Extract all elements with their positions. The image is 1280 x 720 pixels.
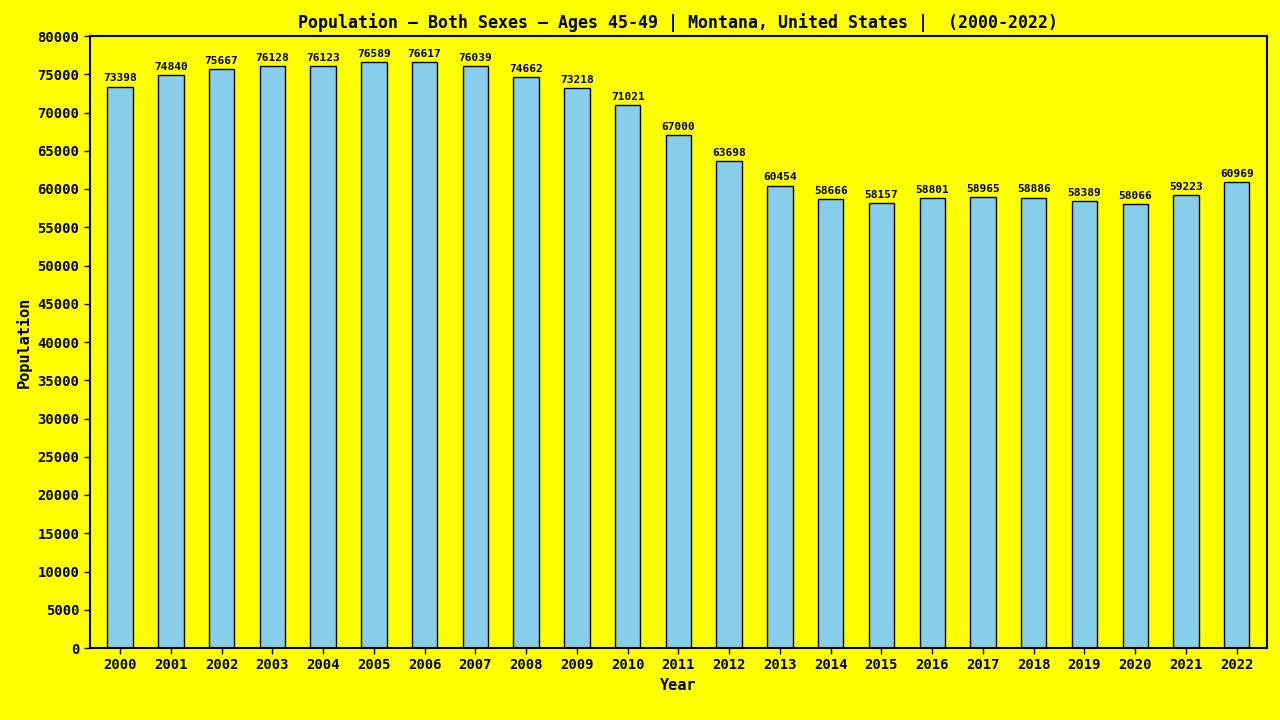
- Text: 75667: 75667: [205, 56, 238, 66]
- Bar: [767, 186, 792, 648]
- Text: 67000: 67000: [662, 122, 695, 132]
- Text: 60454: 60454: [763, 173, 796, 182]
- X-axis label: Year: Year: [660, 678, 696, 693]
- Bar: [1123, 204, 1148, 648]
- Text: 58066: 58066: [1119, 191, 1152, 201]
- Bar: [1071, 202, 1097, 648]
- Bar: [159, 76, 183, 648]
- Bar: [717, 161, 742, 648]
- Text: 71021: 71021: [611, 91, 645, 102]
- Text: 76589: 76589: [357, 49, 390, 59]
- Bar: [970, 197, 996, 648]
- Bar: [614, 104, 640, 648]
- Text: 73218: 73218: [561, 75, 594, 85]
- Text: 73398: 73398: [104, 73, 137, 84]
- Text: 58886: 58886: [1016, 184, 1051, 194]
- Bar: [666, 135, 691, 648]
- Text: 76123: 76123: [306, 53, 340, 63]
- Bar: [1174, 195, 1198, 648]
- Text: 58666: 58666: [814, 186, 847, 196]
- Bar: [209, 69, 234, 648]
- Bar: [462, 66, 488, 648]
- Text: 76128: 76128: [256, 53, 289, 63]
- Title: Population – Both Sexes – Ages 45-49 | Montana, United States |  (2000-2022): Population – Both Sexes – Ages 45-49 | M…: [298, 13, 1059, 32]
- Text: 58801: 58801: [915, 185, 948, 195]
- Bar: [919, 198, 945, 648]
- Text: 58389: 58389: [1068, 188, 1101, 198]
- Bar: [412, 62, 438, 648]
- Text: 58157: 58157: [864, 190, 899, 200]
- Text: 74662: 74662: [509, 64, 543, 73]
- Bar: [1021, 197, 1047, 648]
- Text: 58965: 58965: [966, 184, 1000, 194]
- Bar: [564, 88, 590, 648]
- Text: 59223: 59223: [1169, 182, 1203, 192]
- Text: 60969: 60969: [1220, 168, 1253, 179]
- Bar: [513, 77, 539, 648]
- Bar: [869, 203, 895, 648]
- Bar: [108, 86, 133, 648]
- Text: 74840: 74840: [154, 63, 188, 73]
- Y-axis label: Population: Population: [15, 297, 32, 387]
- Bar: [818, 199, 844, 648]
- Text: 76617: 76617: [408, 49, 442, 59]
- Bar: [260, 66, 285, 648]
- Text: 63698: 63698: [712, 148, 746, 158]
- Bar: [311, 66, 335, 648]
- Bar: [361, 62, 387, 648]
- Text: 76039: 76039: [458, 53, 493, 63]
- Bar: [1224, 181, 1249, 648]
